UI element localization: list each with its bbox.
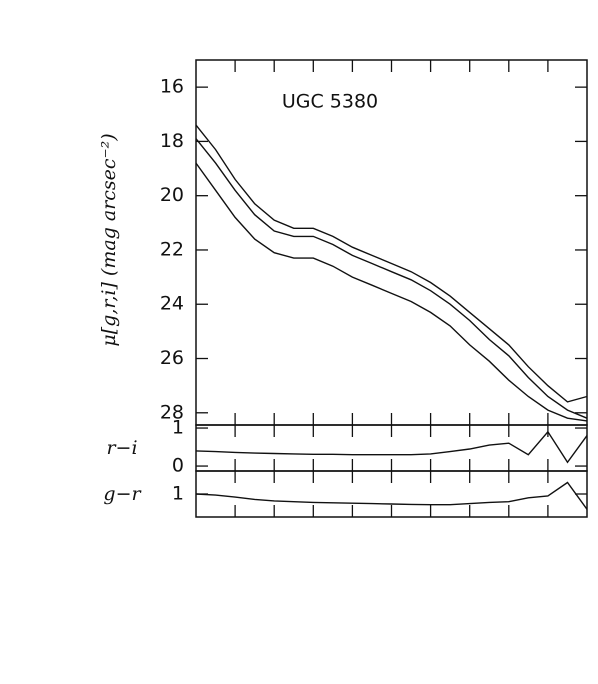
y-tick-label: 22 bbox=[160, 238, 184, 260]
y-tick-label: 24 bbox=[160, 293, 184, 315]
data-line bbox=[195, 138, 588, 419]
y-tick-label: 0 bbox=[172, 455, 184, 477]
y-tick-label: 1 bbox=[172, 417, 184, 439]
y-axis-label: μ[g,r,i] (mag arcsec⁻²) bbox=[98, 133, 120, 346]
y-tick-label: 28 bbox=[160, 401, 184, 423]
annotation: UGC 5380 bbox=[282, 91, 378, 113]
y-tick-label: 26 bbox=[160, 347, 184, 369]
y-tick-label: 16 bbox=[160, 76, 184, 98]
data-line bbox=[195, 124, 588, 403]
data-line bbox=[195, 481, 588, 510]
y-axis-label: g−r bbox=[103, 483, 142, 505]
y-tick-label: 20 bbox=[160, 184, 184, 206]
y-tick-label: 1 bbox=[172, 483, 184, 505]
y-tick-label: 18 bbox=[160, 130, 184, 152]
data-line bbox=[195, 162, 588, 422]
plot-frame bbox=[195, 59, 588, 426]
y-axis-label: r−i bbox=[106, 437, 137, 459]
data-line bbox=[195, 430, 588, 464]
